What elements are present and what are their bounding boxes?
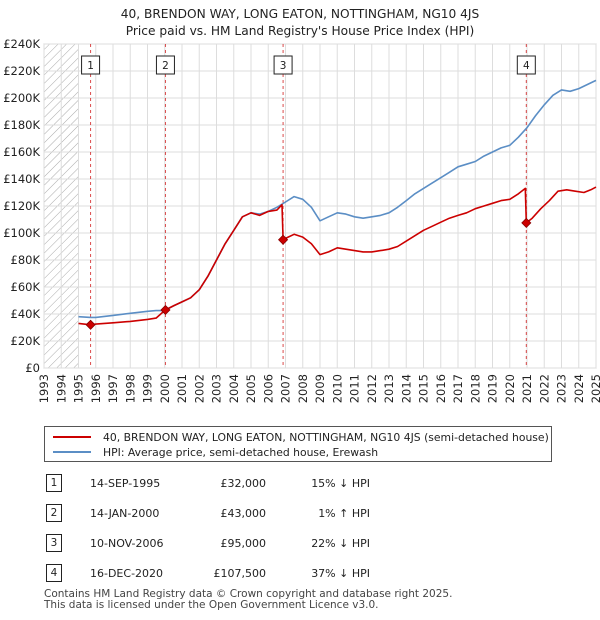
- y-tick-label: £160K: [3, 145, 40, 159]
- x-tick-label: 2003: [210, 374, 224, 403]
- legend-label-hpi: HPI: Average price, semi-detached house,…: [103, 445, 379, 459]
- x-tick-label: 2018: [468, 374, 482, 403]
- y-tick-label: £0: [25, 361, 40, 375]
- x-tick-label: 2017: [451, 374, 465, 403]
- x-tick-label: 2023: [555, 374, 569, 403]
- x-tick-label: 2000: [158, 374, 172, 403]
- x-tick-label: 2025: [589, 374, 600, 403]
- y-tick-label: £100K: [3, 226, 40, 240]
- y-tick-label: £220K: [3, 64, 40, 78]
- row-hpi: 37% ↓ HPI: [311, 567, 370, 580]
- row-date: 14-SEP-1995: [90, 477, 161, 490]
- y-tick-label: £20K: [11, 334, 41, 348]
- chart-title: 40, BRENDON WAY, LONG EATON, NOTTINGHAM,…: [0, 6, 600, 40]
- row-price: £43,000: [220, 507, 267, 520]
- x-tick-label: 2011: [348, 374, 362, 403]
- table-row: 2 14-JAN-2000 £43,000 1% ↑ HPI: [44, 504, 404, 524]
- x-tick-label: 2001: [175, 374, 189, 403]
- title-line-2: Price paid vs. HM Land Registry's House …: [125, 24, 475, 38]
- row-number: 2: [46, 504, 62, 522]
- legend-label-price: 40, BRENDON WAY, LONG EATON, NOTTINGHAM,…: [103, 430, 549, 444]
- x-tick-label: 2019: [486, 374, 500, 403]
- x-tick-label: 2006: [261, 374, 275, 403]
- y-tick-label: £140K: [3, 172, 40, 186]
- y-tick-label: £80K: [11, 253, 41, 267]
- legend-swatch-price: [53, 436, 91, 438]
- row-hpi: 15% ↓ HPI: [311, 477, 370, 490]
- transaction-point: [278, 234, 289, 245]
- row-number: 4: [46, 564, 62, 582]
- x-tick-label: 2012: [365, 374, 379, 403]
- x-tick-label: 2016: [434, 374, 448, 403]
- x-tick-label: 2021: [520, 374, 534, 403]
- x-tick-label: 1999: [141, 374, 155, 403]
- row-hpi: 22% ↓ HPI: [311, 537, 370, 550]
- transaction-number-label: 4: [523, 60, 530, 72]
- row-date: 10-NOV-2006: [90, 537, 164, 550]
- row-number: 3: [46, 534, 62, 552]
- x-tick-label: 2007: [279, 374, 293, 403]
- row-price: £95,000: [220, 537, 267, 550]
- x-tick-label: 2024: [572, 374, 586, 403]
- transaction-number-label: 1: [87, 60, 94, 72]
- transaction-point: [521, 217, 532, 228]
- x-tick-label: 2004: [227, 374, 241, 403]
- y-tick-label: £180K: [3, 118, 40, 132]
- transaction-point: [85, 319, 96, 330]
- row-price: £32,000: [220, 477, 267, 490]
- x-tick-label: 2009: [313, 374, 327, 403]
- transaction-number-box: [81, 55, 101, 75]
- x-tick-label: 2013: [382, 374, 396, 403]
- row-hpi: 1% ↑ HPI: [318, 507, 370, 520]
- price-paid-line: [78, 186, 597, 326]
- x-tick-label: 1995: [72, 374, 86, 403]
- row-price: £107,500: [213, 567, 267, 580]
- x-tick-label: 2020: [503, 374, 517, 403]
- transaction-number-box: [516, 55, 536, 75]
- x-tick-label: 1996: [89, 374, 103, 403]
- title-line-1: 40, BRENDON WAY, LONG EATON, NOTTINGHAM,…: [120, 7, 480, 21]
- footer-attribution: Contains HM Land Registry data © Crown c…: [44, 589, 452, 611]
- x-tick-label: 2005: [244, 374, 258, 403]
- price-chart: 1 2 3 4 £0 £20K £40K £60K £80K £100K £120K £140K £1…: [3, 37, 600, 403]
- footer-line-2: This data is licensed under the Open Gov…: [44, 599, 379, 611]
- x-tick-label: 2022: [537, 374, 551, 403]
- row-date: 14-JAN-2000: [90, 507, 160, 520]
- transaction-point: [160, 304, 171, 316]
- legend-item-hpi: HPI: Average price, semi-detached house,…: [53, 444, 378, 460]
- transaction-number-label: 2: [162, 60, 169, 72]
- y-tick-label: £40K: [11, 307, 41, 321]
- row-number: 1: [46, 474, 62, 492]
- transaction-number-label: 3: [280, 60, 287, 72]
- legend: 40, BRENDON WAY, LONG EATON, NOTTINGHAM,…: [44, 426, 552, 462]
- x-tick-label: 1997: [106, 374, 120, 403]
- y-tick-label: £200K: [3, 91, 40, 105]
- table-row: 4 16-DEC-2020 £107,500 37% ↓ HPI: [44, 564, 404, 584]
- x-tick-label: 1993: [37, 374, 51, 403]
- y-tick-label: £60K: [11, 280, 41, 294]
- x-tick-label: 1998: [123, 374, 137, 403]
- x-tick-label: 2015: [417, 374, 431, 403]
- x-tick-label: 2010: [330, 374, 344, 403]
- x-tick-label: 2002: [192, 374, 206, 403]
- table-row: 1 14-SEP-1995 £32,000 15% ↓ HPI: [44, 474, 404, 494]
- x-tick-label: 2008: [296, 374, 310, 403]
- row-date: 16-DEC-2020: [90, 567, 164, 580]
- legend-item-price: 40, BRENDON WAY, LONG EATON, NOTTINGHAM,…: [53, 429, 549, 445]
- y-tick-label: £120K: [3, 199, 40, 213]
- transaction-number-box: [273, 55, 293, 75]
- x-tick-label: 1994: [54, 374, 68, 403]
- footer-line-1: Contains HM Land Registry data © Crown c…: [44, 588, 453, 600]
- table-row: 3 10-NOV-2006 £95,000 22% ↓ HPI: [44, 534, 404, 554]
- transaction-number-box: [155, 55, 175, 75]
- y-tick-label: £240K: [3, 37, 40, 51]
- x-tick-label: 2014: [399, 374, 413, 403]
- legend-swatch-hpi: [53, 451, 91, 453]
